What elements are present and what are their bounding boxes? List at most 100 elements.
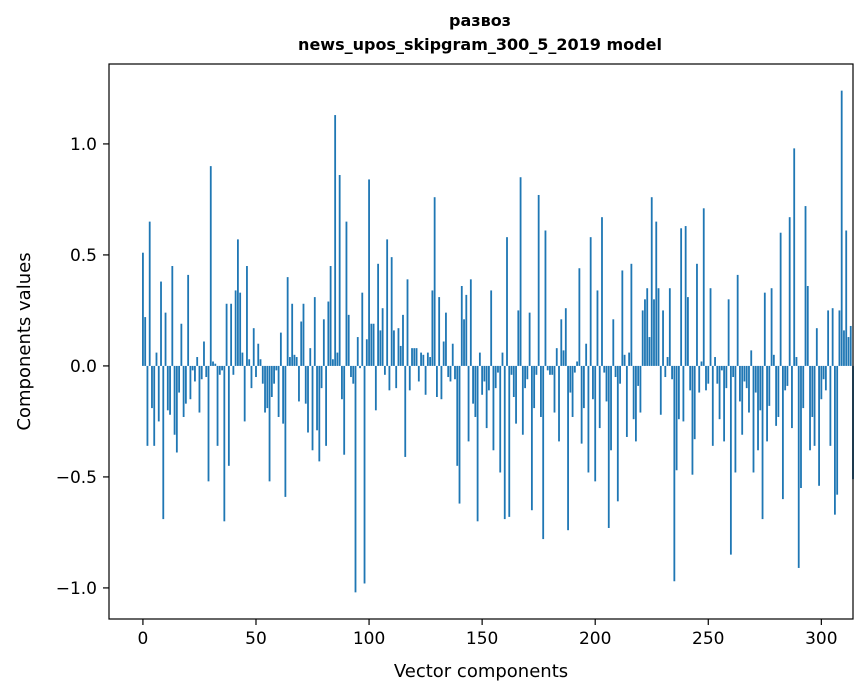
bar xyxy=(515,365,517,424)
bar xyxy=(481,365,484,395)
bar xyxy=(445,312,447,366)
bars-group xyxy=(142,90,854,593)
bar xyxy=(573,365,576,373)
bar xyxy=(793,148,796,366)
bar xyxy=(625,365,628,437)
bar xyxy=(316,365,318,431)
y-tick-label: 1.0 xyxy=(70,135,97,155)
bar xyxy=(341,365,343,400)
chart-title-line1: развоз xyxy=(449,11,511,30)
bar xyxy=(750,350,753,366)
bar xyxy=(424,365,427,395)
bar xyxy=(221,365,223,371)
bar xyxy=(377,263,380,366)
bar xyxy=(318,365,321,462)
bar xyxy=(180,323,183,366)
bar xyxy=(476,365,479,522)
bar xyxy=(544,230,547,366)
bar xyxy=(673,365,676,582)
bar xyxy=(641,310,644,366)
bar xyxy=(612,319,615,366)
bar xyxy=(417,365,420,382)
bar xyxy=(630,263,633,366)
y-axis-label: Components values xyxy=(14,252,35,430)
bar xyxy=(359,365,361,369)
bar xyxy=(404,365,407,457)
bar xyxy=(307,365,309,433)
bar xyxy=(800,365,802,489)
bar xyxy=(178,365,181,393)
bar xyxy=(533,365,536,409)
bar xyxy=(705,365,707,391)
bar xyxy=(594,365,597,482)
bar xyxy=(320,365,323,389)
bar xyxy=(216,365,219,446)
bar xyxy=(843,330,845,366)
bar xyxy=(442,341,445,366)
bar xyxy=(449,365,452,382)
y-axis-ticks: −1.0 −0.5 0.0 0.5 1.0 xyxy=(56,135,109,599)
bar xyxy=(716,365,719,384)
bar xyxy=(350,365,352,378)
bar xyxy=(334,115,337,366)
bar xyxy=(650,197,653,366)
bar xyxy=(517,310,520,366)
bar xyxy=(223,365,226,522)
bar xyxy=(806,286,809,366)
bar xyxy=(752,365,755,473)
bar xyxy=(603,365,606,373)
bar xyxy=(490,290,493,366)
bar xyxy=(194,365,196,382)
bar xyxy=(736,274,739,366)
bar xyxy=(644,299,646,366)
bar xyxy=(329,266,332,366)
bar xyxy=(279,332,282,366)
bar xyxy=(693,365,696,440)
bar xyxy=(361,292,364,366)
bar xyxy=(289,357,291,366)
bar xyxy=(745,365,748,389)
bar xyxy=(451,343,454,366)
bar xyxy=(182,365,185,417)
bar xyxy=(564,308,567,366)
bar xyxy=(589,237,592,366)
bar xyxy=(142,252,144,366)
bar xyxy=(492,365,495,451)
bar xyxy=(463,319,465,366)
bar xyxy=(259,359,262,366)
x-axis-label: Vector components xyxy=(394,661,568,682)
bar xyxy=(426,352,429,366)
bar xyxy=(203,341,205,366)
bar xyxy=(766,365,768,442)
bar xyxy=(772,354,775,366)
bar xyxy=(711,365,714,446)
bar xyxy=(237,239,239,366)
bar xyxy=(824,365,827,391)
bar xyxy=(286,277,289,366)
bar xyxy=(488,365,490,391)
bar xyxy=(395,365,398,389)
bar xyxy=(469,279,472,366)
bar xyxy=(777,365,780,417)
bar xyxy=(298,365,300,402)
bar xyxy=(784,365,787,391)
bar xyxy=(257,343,260,366)
x-tick-label: 100 xyxy=(353,629,385,649)
bar xyxy=(739,365,741,402)
bar xyxy=(707,365,710,384)
bar xyxy=(146,365,149,446)
bar xyxy=(354,365,357,593)
bar xyxy=(338,175,341,366)
bar xyxy=(761,365,764,520)
bar xyxy=(248,359,251,366)
bar xyxy=(508,365,511,517)
bar xyxy=(797,365,800,568)
bar xyxy=(304,365,307,404)
bar xyxy=(528,312,531,366)
bar xyxy=(370,323,373,366)
bar xyxy=(614,365,617,378)
bar xyxy=(680,228,683,366)
bar xyxy=(503,365,506,520)
